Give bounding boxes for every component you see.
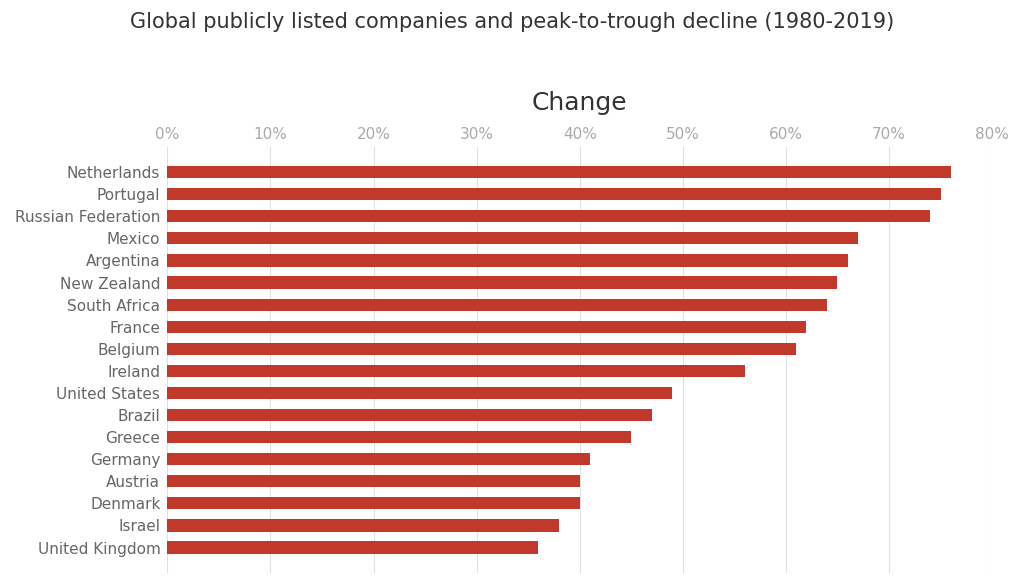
Bar	[167, 320, 807, 333]
Bar	[167, 409, 652, 421]
Bar	[167, 211, 930, 222]
Bar	[167, 166, 951, 178]
Bar	[167, 475, 580, 487]
Bar	[167, 431, 631, 443]
Bar	[167, 343, 797, 355]
Text: Global publicly listed companies and peak-to-trough decline (1980-2019): Global publicly listed companies and pea…	[130, 12, 894, 32]
Bar	[167, 519, 559, 532]
Bar	[167, 453, 590, 465]
Bar	[167, 255, 848, 266]
Bar	[167, 365, 744, 377]
Bar	[167, 232, 858, 245]
Bar	[167, 299, 827, 310]
Bar	[167, 497, 580, 509]
Bar	[167, 188, 940, 201]
X-axis label: Change: Change	[531, 91, 628, 115]
Bar	[167, 542, 539, 554]
Bar	[167, 276, 838, 289]
Bar	[167, 387, 673, 399]
